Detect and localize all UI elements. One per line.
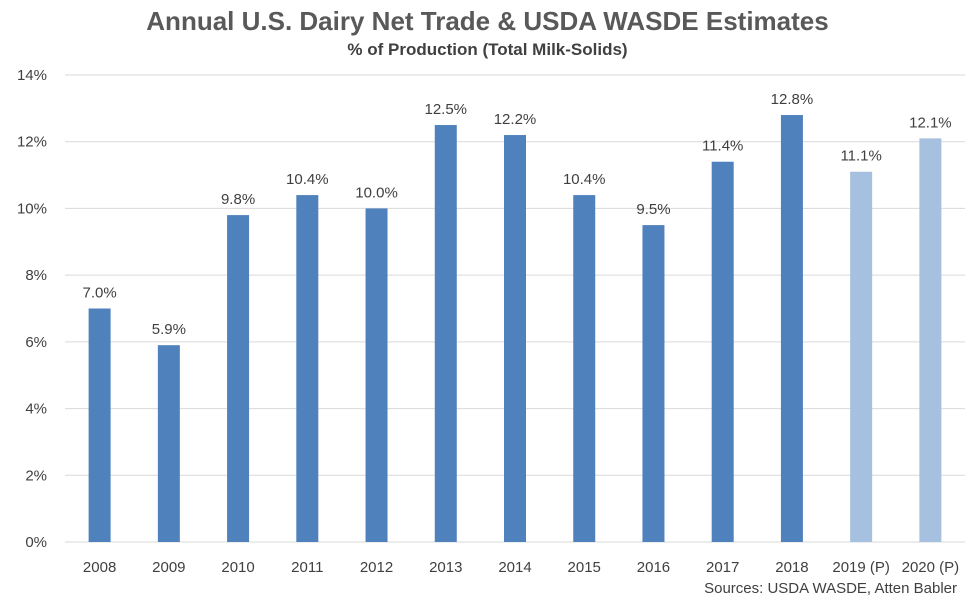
bar (780, 115, 803, 543)
data-label: 10.0% (355, 184, 398, 201)
y-tick-label: 2% (25, 467, 47, 484)
source-note: Sources: USDA WASDE, Atten Babler (704, 580, 957, 597)
y-tick-label: 12% (17, 134, 47, 151)
data-label: 10.4% (286, 171, 329, 188)
x-tick-label: 2011 (291, 559, 323, 576)
data-label: 9.5% (636, 201, 670, 218)
y-tick-label: 6% (25, 334, 47, 351)
x-tick-label: 2017 (706, 559, 739, 576)
data-labels: 7.0% 5.9% 9.8% 10.4% 10.0% 12.5% 12.2% 10.4% 9.5… (83, 91, 952, 338)
data-label: 12.2% (494, 111, 537, 128)
bar (227, 215, 250, 542)
bar (504, 135, 526, 543)
x-tick-label: 2012 (360, 559, 393, 576)
x-tick-label: 2015 (568, 559, 601, 576)
bar (919, 138, 942, 542)
x-tick-label: 2008 (83, 559, 116, 576)
data-label: 12.5% (424, 101, 467, 118)
bar (157, 345, 180, 542)
bar (711, 161, 734, 542)
data-label: 7.0% (83, 285, 117, 302)
y-tick-label: 0% (25, 534, 47, 551)
bar (365, 208, 388, 542)
y-tick-label: 10% (17, 200, 47, 217)
x-tick-label: 2009 (152, 559, 185, 576)
x-tick-label: 2010 (221, 559, 254, 576)
data-label: 5.9% (152, 321, 186, 338)
bar (434, 125, 457, 543)
y-tick-label: 4% (25, 401, 47, 418)
data-label: 9.8% (221, 191, 255, 208)
bar (296, 195, 319, 543)
data-label: 12.1% (909, 114, 952, 131)
x-tick-label: 2013 (429, 559, 462, 576)
x-tick-label: 2019 (P) (832, 559, 890, 576)
x-tick-label: 2018 (775, 559, 808, 576)
chart-subtitle: % of Production (Total Milk-Solids) (347, 40, 628, 59)
data-label: 11.1% (840, 148, 881, 165)
y-axis-ticks: 0% 2% 4% 6% 8% 10% 12% 14% (17, 67, 47, 551)
bar (573, 195, 596, 543)
x-axis-ticks: 2008 2009 2010 2011 2012 2013 2014 2015 2016 2017… (83, 559, 959, 576)
x-tick-label: 2020 (P) (902, 559, 960, 576)
x-tick-label: 2016 (637, 559, 670, 576)
bar (88, 308, 111, 542)
bar (850, 171, 873, 542)
y-tick-label: 8% (25, 267, 47, 284)
y-tick-label: 14% (17, 67, 47, 84)
bar (642, 225, 665, 542)
bars (88, 115, 942, 543)
x-tick-label: 2014 (498, 559, 531, 576)
data-label: 10.4% (563, 171, 606, 188)
data-label: 11.4% (702, 138, 743, 155)
chart-title: Annual U.S. Dairy Net Trade & USDA WASDE… (146, 6, 829, 36)
data-label: 12.8% (771, 91, 814, 108)
